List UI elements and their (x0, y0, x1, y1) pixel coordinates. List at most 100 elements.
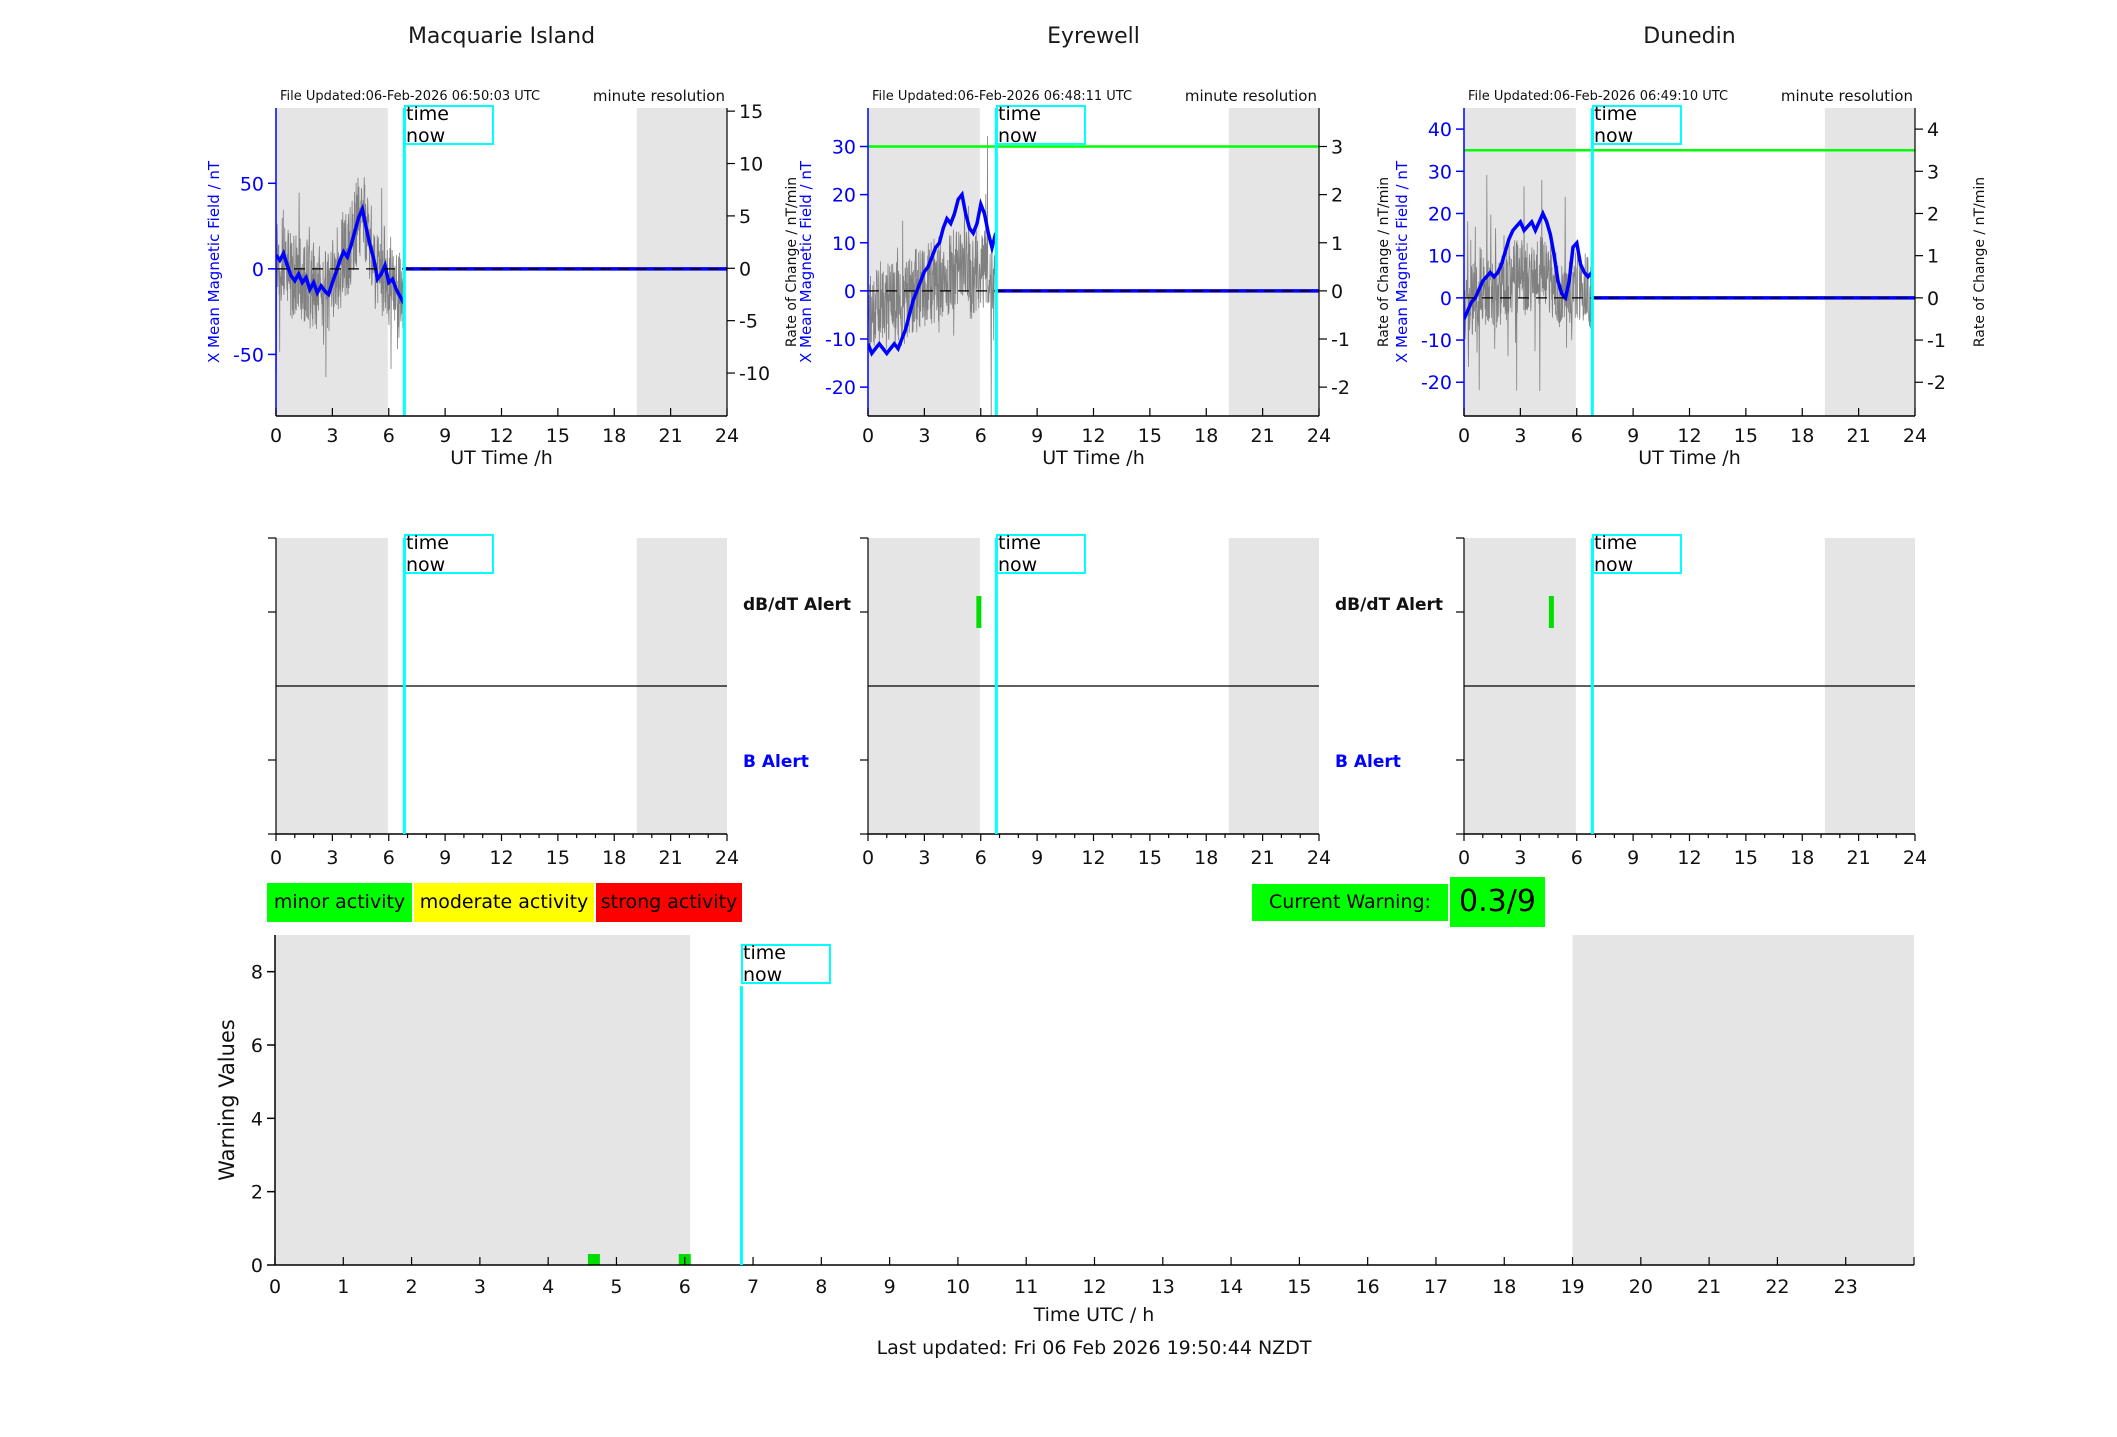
dbdt-alert-label: dB/dT Alert (1335, 595, 1444, 615)
current-warning-label: Current Warning: (1252, 884, 1448, 921)
resolution-note: minute resolution (1780, 87, 1913, 105)
svg-text:9: 9 (1627, 847, 1639, 869)
svg-text:1: 1 (1331, 233, 1343, 255)
svg-text:20: 20 (832, 185, 856, 207)
svg-text:6: 6 (1571, 847, 1583, 869)
svg-text:-1: -1 (1331, 329, 1350, 351)
file-updated-text: File Updated:06-Feb-2026 06:50:03 UTC (280, 89, 541, 104)
svg-text:9: 9 (1627, 425, 1639, 447)
last-updated-text: Last updated: Fri 06 Feb 2026 19:50:44 N… (876, 1337, 1312, 1359)
svg-text:12: 12 (1677, 425, 1701, 447)
svg-text:0: 0 (1458, 847, 1470, 869)
svg-text:0: 0 (844, 281, 856, 303)
time-now-flag: time now (1592, 532, 1682, 576)
svg-text:15: 15 (1138, 425, 1162, 447)
legend-strong-activity: strong activity (596, 883, 742, 922)
svg-text:9: 9 (1031, 425, 1043, 447)
svg-text:-2: -2 (1927, 372, 1946, 394)
svg-text:23: 23 (1834, 1276, 1858, 1298)
svg-text:-1: -1 (1927, 330, 1946, 352)
svg-text:6: 6 (975, 847, 987, 869)
dbdt-alert-label: dB/dT Alert (743, 595, 852, 615)
x-axis-label: UT Time /h (1638, 447, 1741, 469)
station-title-eyrewell: Eyrewell (1047, 24, 1140, 49)
svg-text:13: 13 (1151, 1276, 1175, 1298)
svg-text:15: 15 (1734, 847, 1758, 869)
svg-text:6: 6 (975, 425, 987, 447)
svg-text:15: 15 (1287, 1276, 1311, 1298)
svg-text:24: 24 (1903, 847, 1927, 869)
svg-text:18: 18 (1194, 425, 1218, 447)
svg-text:9: 9 (884, 1276, 896, 1298)
svg-text:3: 3 (1514, 847, 1526, 869)
svg-text:21: 21 (659, 847, 683, 869)
svg-text:3: 3 (1331, 137, 1343, 159)
file-updated-text: File Updated:06-Feb-2026 06:49:10 UTC (1468, 89, 1729, 104)
svg-text:20: 20 (1629, 1276, 1653, 1298)
svg-text:19: 19 (1560, 1276, 1584, 1298)
svg-text:2: 2 (406, 1276, 418, 1298)
svg-text:11: 11 (1014, 1276, 1038, 1298)
svg-text:0: 0 (739, 258, 751, 280)
svg-text:40: 40 (1428, 119, 1452, 141)
svg-text:8: 8 (815, 1276, 827, 1298)
svg-text:15: 15 (1734, 425, 1758, 447)
svg-text:18: 18 (1194, 847, 1218, 869)
svg-text:0: 0 (862, 425, 874, 447)
svg-text:15: 15 (546, 847, 570, 869)
svg-text:24: 24 (1307, 425, 1331, 447)
svg-text:3: 3 (1514, 425, 1526, 447)
legend-minor-activity: minor activity (267, 883, 412, 922)
svg-text:6: 6 (383, 847, 395, 869)
svg-text:0: 0 (1440, 288, 1452, 310)
legend-moderate-activity: moderate activity (414, 883, 594, 922)
svg-text:0: 0 (251, 1255, 263, 1277)
svg-text:15: 15 (739, 101, 763, 123)
svg-text:4: 4 (1927, 119, 1939, 141)
svg-text:24: 24 (715, 425, 739, 447)
x-axis-label: UT Time /h (1042, 447, 1145, 469)
svg-text:10: 10 (1428, 246, 1452, 268)
svg-text:0: 0 (1927, 288, 1939, 310)
svg-text:4: 4 (542, 1276, 554, 1298)
svg-text:18: 18 (602, 847, 626, 869)
time-now-flag: time now (996, 532, 1086, 576)
svg-text:3: 3 (1927, 161, 1939, 183)
svg-text:-2: -2 (1331, 377, 1350, 399)
left-axis-label: X Mean Magnetic Field / nT (1393, 160, 1411, 364)
svg-text:18: 18 (1492, 1276, 1516, 1298)
svg-text:0: 0 (1331, 281, 1343, 303)
left-axis-label: X Mean Magnetic Field / nT (205, 160, 223, 364)
svg-text:22: 22 (1765, 1276, 1789, 1298)
svg-text:3: 3 (918, 425, 930, 447)
svg-text:5: 5 (610, 1276, 622, 1298)
svg-text:5: 5 (739, 206, 751, 228)
svg-text:10: 10 (739, 154, 763, 176)
svg-text:21: 21 (1251, 847, 1275, 869)
svg-text:14: 14 (1219, 1276, 1243, 1298)
warning-values-axis-label: Warning Values (215, 1019, 239, 1181)
svg-text:20: 20 (1428, 203, 1452, 225)
svg-text:-5: -5 (739, 311, 758, 333)
svg-text:30: 30 (832, 137, 856, 159)
station-title-macquarie: Macquarie Island (407, 24, 596, 49)
svg-text:12: 12 (1677, 847, 1701, 869)
svg-text:0: 0 (269, 1276, 281, 1298)
right-axis-label: Rate of Change / nT/min (1376, 176, 1392, 348)
station-title-dunedin: Dunedin (1643, 24, 1736, 49)
x-axis-label: UT Time /h (450, 447, 553, 469)
svg-text:15: 15 (1138, 847, 1162, 869)
svg-text:9: 9 (439, 425, 451, 447)
svg-text:3: 3 (326, 847, 338, 869)
time-now-flag: time now (996, 103, 1086, 147)
svg-text:24: 24 (1307, 847, 1331, 869)
resolution-note: minute resolution (1184, 87, 1317, 105)
svg-text:-20: -20 (1421, 372, 1452, 394)
svg-text:3: 3 (474, 1276, 486, 1298)
svg-text:12: 12 (1081, 425, 1105, 447)
svg-text:4: 4 (251, 1108, 263, 1130)
svg-text:50: 50 (240, 173, 264, 195)
svg-text:0: 0 (862, 847, 874, 869)
svg-text:1: 1 (1927, 246, 1939, 268)
